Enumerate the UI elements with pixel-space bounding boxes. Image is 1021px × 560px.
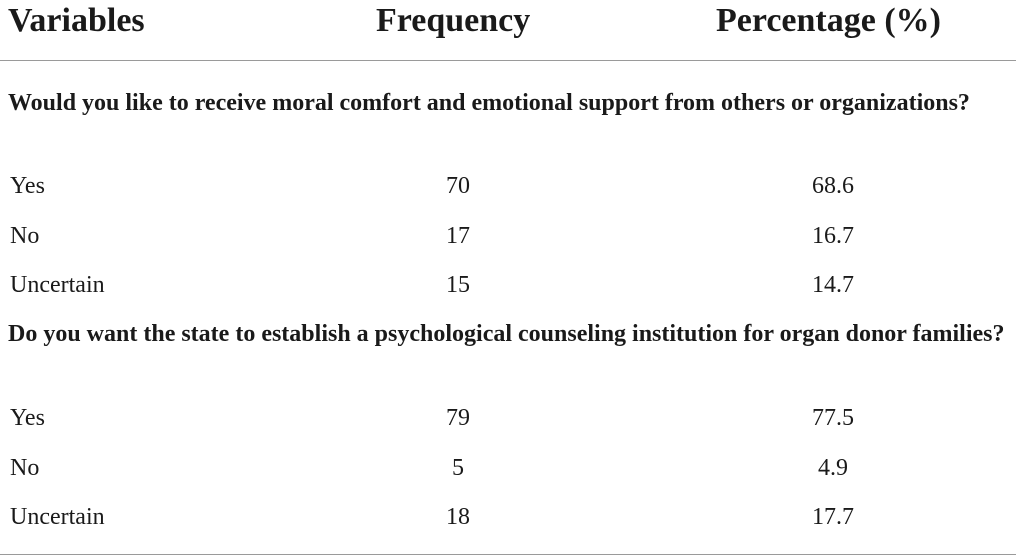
row-label: Yes — [10, 173, 45, 199]
table-row: Yes 70 68.6 — [0, 169, 1016, 203]
table-row: No 5 4.9 — [0, 451, 1016, 485]
row-percentage: 14.7 — [812, 272, 854, 298]
row-frequency: 79 — [446, 405, 470, 431]
row-label: Uncertain — [10, 504, 105, 530]
table-row: Uncertain 15 14.7 — [0, 268, 1016, 302]
table-row: Uncertain 18 17.7 — [0, 500, 1016, 534]
header-rule — [0, 60, 1016, 61]
table-row: No 17 16.7 — [0, 219, 1016, 253]
row-label: Uncertain — [10, 272, 105, 298]
row-percentage: 68.6 — [812, 173, 854, 199]
row-percentage: 77.5 — [812, 405, 854, 431]
header-frequency: Frequency — [376, 2, 531, 39]
table-row: Yes 79 77.5 — [0, 401, 1016, 435]
row-frequency: 5 — [452, 455, 464, 481]
row-frequency: 15 — [446, 272, 470, 298]
header-variables: Variables — [8, 2, 145, 39]
row-frequency: 18 — [446, 504, 470, 530]
table-bottom-rule — [0, 554, 1016, 555]
header-percentage: Percentage (%) — [716, 2, 941, 39]
row-label: Yes — [10, 405, 45, 431]
section-title-moral-support: Would you like to receive moral comfort … — [8, 90, 970, 116]
row-frequency: 17 — [446, 223, 470, 249]
row-percentage: 4.9 — [818, 455, 848, 481]
row-percentage: 16.7 — [812, 223, 854, 249]
row-frequency: 70 — [446, 173, 470, 199]
row-label: No — [10, 455, 40, 481]
section-title-counseling-institution: Do you want the state to establish a psy… — [8, 321, 1005, 347]
row-label: No — [10, 223, 40, 249]
row-percentage: 17.7 — [812, 504, 854, 530]
